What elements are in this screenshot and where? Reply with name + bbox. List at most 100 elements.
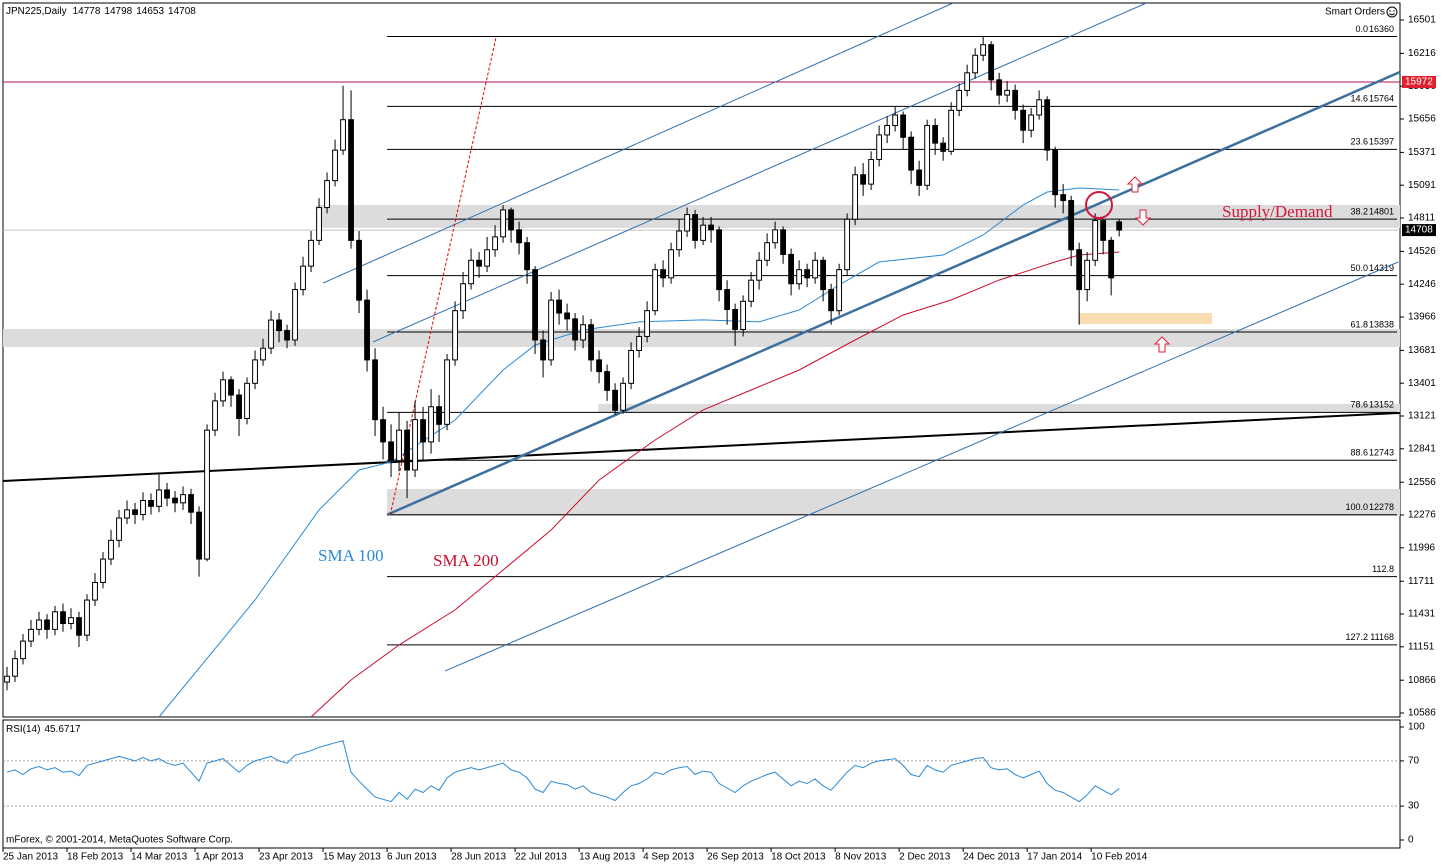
- candle-body: [468, 259, 474, 285]
- candle-body: [300, 265, 306, 291]
- x-tick-label: 18 Feb 2013: [67, 852, 124, 863]
- candle-body: [996, 79, 1003, 96]
- candle-body: [276, 319, 282, 332]
- candle-body: [804, 269, 811, 279]
- y-tick-label: 11431: [1408, 609, 1436, 620]
- y-tick-label: 14811: [1408, 213, 1436, 224]
- close-value: 14708: [168, 6, 196, 17]
- candle-body: [732, 309, 739, 330]
- candle-body: [692, 214, 698, 241]
- candle-body: [740, 300, 747, 330]
- candle-body: [1060, 194, 1067, 202]
- candle-body: [948, 109, 955, 152]
- fib-price-label: 15397: [1369, 137, 1394, 147]
- candle-body: [268, 319, 274, 349]
- candle-body: [76, 617, 82, 636]
- candle-body: [188, 494, 194, 513]
- candle-body: [180, 494, 186, 504]
- y-tick-label: 12556: [1408, 477, 1436, 488]
- candle-body: [900, 114, 907, 138]
- candle-body: [1100, 219, 1107, 241]
- candle-body: [1028, 114, 1035, 131]
- fib-level-label: 88.6: [1350, 448, 1368, 458]
- candle-body: [140, 499, 146, 516]
- candle-body: [668, 249, 674, 279]
- price-box-label: 15972: [1405, 77, 1433, 88]
- candle-body: [452, 310, 458, 361]
- highlight-circle: [1085, 191, 1113, 219]
- fib-price-label: 13152: [1369, 400, 1394, 410]
- candle-body: [1092, 219, 1099, 261]
- x-tick-label: 23 Apr 2013: [259, 852, 313, 863]
- candle-body: [836, 269, 843, 312]
- candle-body: [196, 511, 202, 560]
- candle-body: [252, 359, 258, 384]
- candle-body: [516, 229, 522, 244]
- candle-body: [68, 617, 74, 625]
- price-box-label: 14708: [1405, 225, 1433, 236]
- candle-body: [596, 359, 602, 373]
- candle-body: [1020, 109, 1027, 131]
- candle-body: [924, 125, 931, 186]
- fib-level-label: 61.8: [1350, 319, 1368, 329]
- candle-body: [1108, 239, 1115, 279]
- x-tick-label: 4 Sep 2013: [643, 852, 695, 863]
- candle-body: [1004, 89, 1011, 96]
- rsi-tick-label: 0: [1408, 835, 1414, 846]
- y-tick-label: 11151: [1408, 641, 1435, 652]
- chart-header: JPN225,Daily 14778 14798 14653 14708: [6, 6, 196, 17]
- candle-body: [1052, 149, 1059, 196]
- moving-average: [310, 251, 1120, 718]
- rsi-header: RSI(14) 45.6717: [6, 724, 81, 735]
- rsi-value: 45.6717: [44, 724, 81, 735]
- up-arrow: [1126, 176, 1144, 193]
- series-label: SMA 100: [318, 546, 384, 565]
- candle-body: [756, 259, 763, 281]
- price-box: [1402, 75, 1436, 88]
- fib-level-label: 127.2: [1345, 632, 1368, 642]
- fib-price-label: 12278: [1369, 502, 1394, 512]
- candle-body: [260, 347, 266, 361]
- fib-price-label: 14319: [1369, 263, 1394, 273]
- candle-body: [868, 159, 875, 185]
- candle-body: [508, 209, 514, 231]
- candle-body: [524, 242, 530, 271]
- candle-body: [700, 224, 707, 241]
- candle-body: [1012, 89, 1019, 111]
- fib-level-label: 38.2: [1350, 207, 1368, 217]
- candle-body: [812, 259, 819, 279]
- x-tick-label: 17 Jan 2014: [1027, 852, 1082, 863]
- candle-body: [324, 180, 330, 209]
- candle-body: [916, 169, 923, 186]
- candle-body: [844, 218, 851, 271]
- x-tick-label: 18 Oct 2013: [771, 852, 826, 863]
- x-tick-label: 1 Apr 2013: [195, 852, 244, 863]
- candle-body: [316, 207, 322, 241]
- y-tick-label: 11996: [1408, 542, 1436, 553]
- candle-body: [860, 174, 867, 185]
- up-arrow: [1153, 336, 1171, 353]
- candle-body: [788, 253, 795, 285]
- candle-body: [36, 619, 42, 630]
- price-box: [1402, 224, 1436, 237]
- rsi-line: [6, 739, 1120, 803]
- x-tick-label: 6 Jun 2013: [387, 852, 437, 863]
- candle-body: [108, 539, 114, 560]
- rsi-tick-label: 100: [1408, 722, 1425, 733]
- candle-body: [540, 339, 546, 361]
- fib-price-label: 13838: [1369, 319, 1394, 329]
- trend-line: [372, 2, 1147, 343]
- candle-body: [908, 136, 915, 171]
- candle-body: [652, 269, 658, 312]
- candle-body: [796, 269, 803, 285]
- fib-level-label: 14.6: [1350, 94, 1368, 104]
- corner-text: Smart Orders: [1325, 7, 1385, 18]
- x-tick-label: 13 Aug 2013: [579, 852, 636, 863]
- candle-body: [476, 259, 482, 267]
- x-tick-label: 8 Nov 2013: [835, 852, 887, 863]
- y-tick-label: 13401: [1408, 378, 1436, 389]
- candle-body: [172, 497, 178, 504]
- candle-body: [220, 379, 226, 402]
- candle-body: [892, 114, 899, 127]
- annotation: Supply/Demand: [1222, 202, 1333, 221]
